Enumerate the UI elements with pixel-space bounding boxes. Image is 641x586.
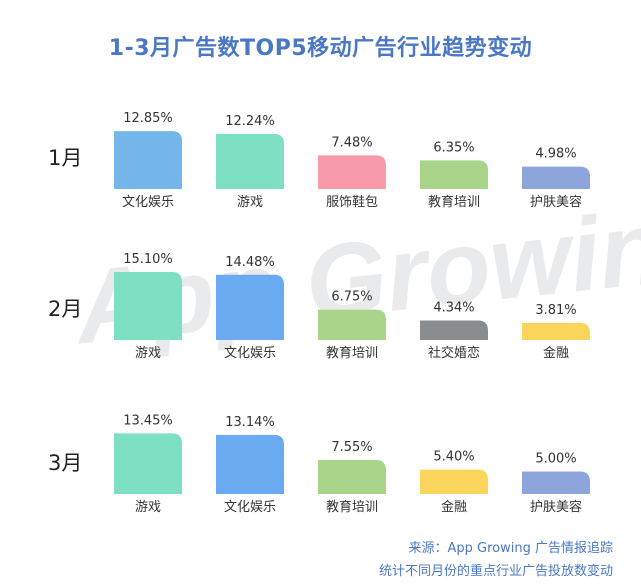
bar-value-label: 6.75% [331, 290, 372, 305]
bar-value-label: 13.14% [225, 415, 275, 430]
bar [114, 272, 182, 340]
bar [318, 460, 386, 494]
bar [420, 160, 488, 189]
month-label: 1月 [48, 146, 82, 170]
bar [114, 433, 182, 494]
bar [420, 320, 488, 340]
category-label: 教育培训 [326, 499, 378, 515]
category-label: 游戏 [135, 346, 161, 361]
bar [318, 155, 386, 189]
category-label: 服饰鞋包 [326, 194, 378, 210]
category-label: 文化娱乐 [122, 195, 174, 210]
bar [216, 133, 284, 189]
footer-note: 统计不同月份的重点行业广告投放数变动 [378, 564, 613, 579]
category-label: 教育培训 [326, 345, 378, 361]
bar-value-label: 14.48% [225, 255, 275, 270]
month-label: 2月 [48, 297, 82, 321]
category-label: 金融 [441, 499, 467, 515]
bar-value-label: 12.85% [123, 111, 173, 126]
bar-value-label: 12.24% [225, 114, 275, 129]
category-label: 教育培训 [428, 194, 480, 210]
bar-value-label: 6.35% [433, 140, 474, 155]
bar-value-label: 5.00% [535, 451, 576, 466]
category-label: 文化娱乐 [224, 500, 276, 515]
bar-value-label: 5.40% [433, 450, 474, 465]
bar [420, 469, 488, 494]
bar-value-label: 7.48% [331, 135, 372, 150]
bar [522, 471, 590, 494]
category-label: 护肤美容 [530, 499, 582, 515]
category-label: 金融 [543, 345, 569, 361]
category-label: 社交婚恋 [428, 345, 480, 361]
category-label: 护肤美容 [530, 194, 582, 210]
month-label: 3月 [48, 451, 82, 475]
bar-value-label: 13.45% [123, 413, 173, 428]
category-label: 文化娱乐 [224, 346, 276, 361]
bar-value-label: 7.55% [331, 440, 372, 455]
category-label: 游戏 [237, 195, 263, 210]
bar [522, 322, 590, 340]
bar [522, 166, 590, 189]
chart-title: 1-3月广告数TOP5移动广告行业趋势变动 [108, 36, 533, 61]
bar-value-label: 3.81% [535, 303, 576, 318]
footer-source: 来源：App Growing 广告情报追踪 [408, 541, 613, 556]
bar [216, 274, 284, 340]
bar [318, 309, 386, 340]
category-label: 游戏 [135, 500, 161, 515]
bar [216, 434, 284, 494]
bar-value-label: 15.10% [123, 252, 173, 267]
bar-value-label: 4.34% [433, 300, 474, 315]
bar [114, 131, 182, 189]
bar-value-label: 4.98% [535, 147, 576, 162]
